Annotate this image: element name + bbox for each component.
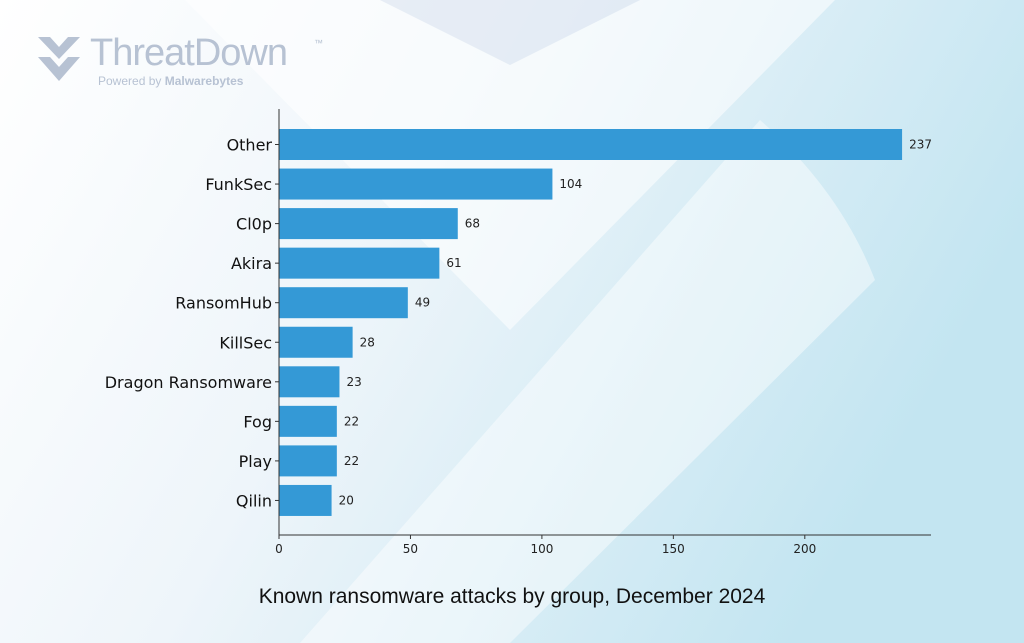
category-label: FunkSec <box>205 175 272 194</box>
bar-group <box>279 129 903 516</box>
data-label: 104 <box>559 177 582 191</box>
brand-tagline-prefix: Powered by <box>98 74 162 88</box>
data-label: 68 <box>465 217 480 231</box>
brand-trademark: ™ <box>314 38 323 48</box>
bar <box>279 405 337 437</box>
bar <box>279 445 337 477</box>
brand-tagline: Powered by Malwarebytes <box>98 74 243 88</box>
bar <box>279 366 340 398</box>
x-tick-label: 100 <box>530 542 553 556</box>
chart-title: Known ransomware attacks by group, Decem… <box>258 585 766 608</box>
category-label: RansomHub <box>175 294 272 313</box>
brand-name: ThreatDown <box>90 32 288 74</box>
category-label: KillSec <box>219 333 272 352</box>
bar <box>279 484 332 516</box>
category-label: Cl0p <box>236 215 272 234</box>
threatdown-chevron-icon <box>38 37 80 81</box>
bar <box>279 129 903 160</box>
bar <box>279 208 458 240</box>
x-tick-label: 0 <box>275 542 283 556</box>
category-label: Akira <box>231 254 272 273</box>
background-watermark-shape <box>300 120 875 643</box>
background-watermark-shape <box>185 0 835 330</box>
bar <box>279 247 440 279</box>
category-labels: Other FunkSec Cl0p Akira RansomHub KillSec Dra… <box>105 136 273 511</box>
category-label: Play <box>239 452 272 471</box>
background-watermark-shape <box>380 0 640 65</box>
x-tick-label: 150 <box>662 542 685 556</box>
bar <box>279 168 553 200</box>
x-tick-label: 50 <box>403 542 418 556</box>
data-label: 49 <box>415 296 430 310</box>
data-label: 61 <box>446 256 461 270</box>
brand-tagline-brand: Malwarebytes <box>164 74 244 88</box>
value-labels: 237 104 68 61 49 28 23 22 22 20 <box>339 138 932 508</box>
data-label: 22 <box>344 414 359 428</box>
data-label: 22 <box>344 454 359 468</box>
category-label: Qilin <box>236 491 272 510</box>
category-label: Other <box>227 136 273 155</box>
brand-logo: ThreatDown ™ Powered by Malwarebytes <box>36 32 336 94</box>
category-label: Fog <box>243 412 272 431</box>
category-label: Dragon Ransomware <box>105 373 272 392</box>
bar <box>279 287 408 319</box>
data-label: 28 <box>360 335 375 349</box>
data-label: 20 <box>339 493 354 507</box>
axes: 0 50 100 150 200 <box>275 109 931 556</box>
data-label: 23 <box>346 375 361 389</box>
x-tick-label: 200 <box>793 542 816 556</box>
bar <box>279 326 353 358</box>
data-label: 237 <box>909 138 932 152</box>
